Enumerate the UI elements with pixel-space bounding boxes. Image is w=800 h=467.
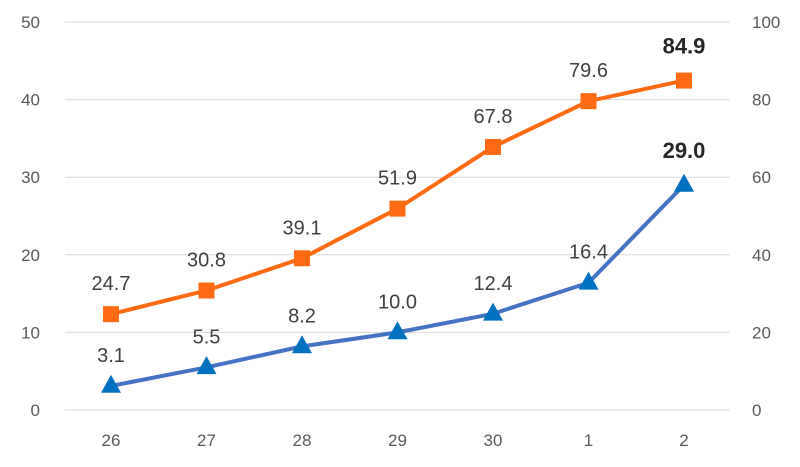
x-axis-tick-label: 29 [388,431,407,450]
data-point-marker [485,138,501,155]
data-point-marker [389,200,406,217]
data-point-marker [580,93,597,110]
data-point-marker [483,302,503,321]
data-label: 5.5 [193,326,221,348]
right-axis-tick-label: 60 [752,168,771,187]
data-point-marker [578,271,599,290]
left-axis-tick-label: 10 [21,323,40,342]
data-labels: 3.1 5.5 8.2 10.0 12.4 16.4 29.0 24.7 30.8 39.1 51.… [92,34,706,367]
data-point-marker [387,321,408,340]
x-axis-tick-label: 1 [584,431,593,450]
data-label: 84.9 [663,34,706,59]
x-axis-tick-label: 26 [102,431,121,450]
data-label: 30.8 [187,249,226,271]
x-axis-tick-label: 27 [197,431,216,450]
left-axis-tick-label: 50 [21,13,40,32]
right-axis-ticks: 0 20 40 60 80 100 [752,13,780,420]
left-axis-tick-label: 0 [31,401,40,420]
data-label: 29.0 [663,138,706,163]
right-axis-tick-label: 80 [752,91,771,110]
x-axis-ticks: 26 27 28 29 30 1 2 [102,431,689,450]
data-point-marker [674,173,694,192]
left-axis-tick-label: 40 [21,91,40,110]
data-point-marker [101,374,121,393]
x-axis-tick-label: 28 [293,431,312,450]
left-axis-tick-label: 30 [21,168,40,187]
x-axis-tick-label: 2 [679,431,688,450]
gridlines [65,21,730,411]
data-label: 24.7 [92,273,131,295]
data-point-marker [294,250,310,267]
right-axis-tick-label: 0 [752,401,761,420]
data-label: 8.2 [288,305,316,327]
data-label: 79.6 [569,60,608,82]
x-axis-tick-label: 30 [484,431,503,450]
data-point-marker [676,72,692,89]
right-axis-tick-label: 100 [752,13,780,32]
data-label: 12.4 [474,273,513,295]
data-point-marker [198,282,215,299]
data-label: 16.4 [569,242,608,264]
data-label: 39.1 [283,217,322,239]
series-line-2 [110,78,685,317]
right-axis-tick-label: 20 [752,323,771,342]
series-markers [101,72,694,393]
left-axis-tick-label: 20 [21,246,40,265]
data-point-marker [196,356,217,375]
data-label: 51.9 [378,168,417,190]
data-label: 3.1 [97,345,125,367]
data-point-marker [103,306,119,323]
right-axis-tick-label: 40 [752,246,771,265]
data-point-marker [292,335,312,354]
data-label: 67.8 [474,106,513,128]
left-axis-ticks: 0 10 20 30 40 50 [21,13,40,420]
data-label: 10.0 [378,291,417,313]
